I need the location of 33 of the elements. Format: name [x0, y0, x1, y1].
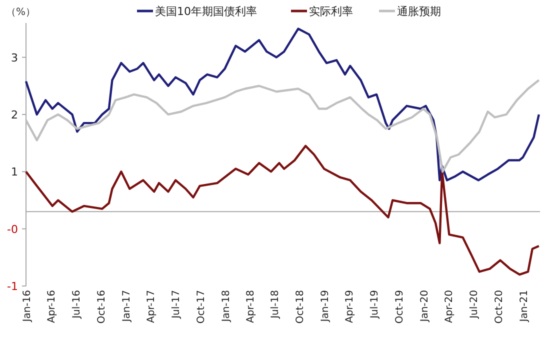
y-tick-label: -0 — [7, 222, 18, 236]
line-series — [24, 144, 540, 276]
y-tick-label: -1 — [7, 280, 18, 293]
x-tick-label: Jul-20 — [468, 290, 480, 320]
x-tick-label: Jan-17 — [122, 290, 133, 323]
x-tick-label: Jul-17 — [170, 290, 182, 320]
legend-label: 通胀预期 — [397, 5, 441, 18]
x-tick-label: Jul-16 — [71, 290, 82, 320]
y-axis-title: （%） — [6, 7, 36, 18]
x-tick-label: Jul-18 — [270, 290, 282, 320]
line-series — [24, 79, 540, 173]
x-tick-label: Jul-19 — [369, 290, 380, 320]
x-tick-label: Apr-17 — [146, 290, 158, 323]
legend-label: 实际利率 — [309, 5, 353, 18]
x-tick-label: Jan-18 — [220, 290, 232, 323]
line-series — [24, 28, 540, 182]
x-tick-label: Apr-16 — [46, 290, 58, 323]
x-tick-label: Oct-19 — [394, 290, 406, 324]
y-tick-label: 3 — [11, 51, 18, 64]
y-tick-label: 2 — [11, 108, 18, 122]
x-tick-label: Jan-19 — [320, 290, 332, 323]
x-tick-label: Apr-20 — [444, 290, 456, 323]
x-tick-label: Apr-18 — [245, 290, 256, 323]
x-tick-label: Oct-20 — [494, 290, 505, 324]
legend-label: 美国10年期国债利率 — [155, 5, 257, 18]
x-tick-label: Apr-19 — [344, 290, 356, 323]
x-tick-label: Jan-20 — [419, 290, 430, 323]
x-tick-label: Oct-17 — [196, 290, 207, 324]
x-tick-label: Oct-18 — [295, 290, 306, 324]
y-tick-label: 1 — [11, 166, 18, 179]
x-tick-label: Oct-16 — [96, 290, 108, 324]
x-tick-label: Jan-16 — [22, 290, 33, 323]
x-tick-label: Jan-21 — [518, 290, 530, 323]
